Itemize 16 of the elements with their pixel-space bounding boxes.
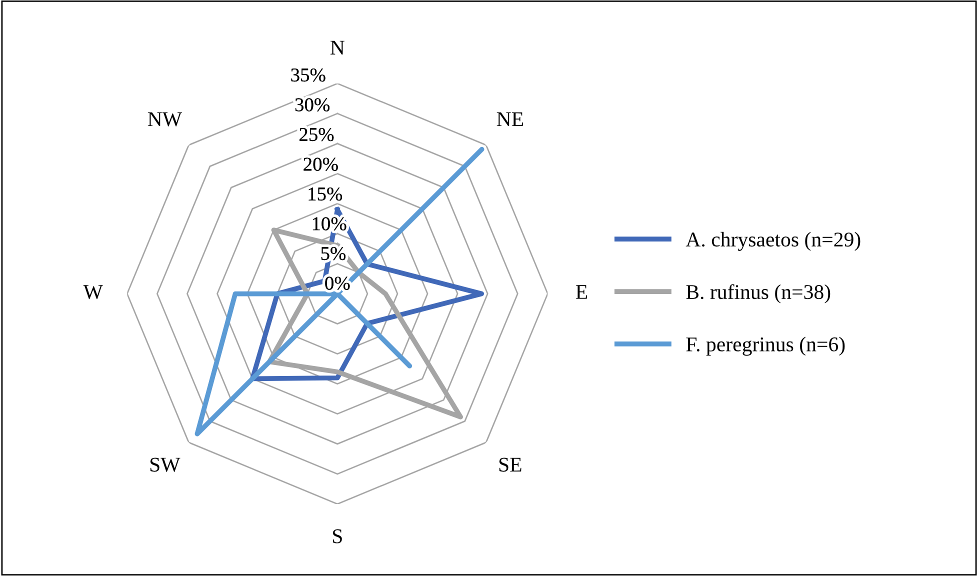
spoke-label: NW — [148, 112, 182, 126]
legend-label: B. rufinus (n=38) — [686, 284, 830, 304]
spoke-label: SW — [150, 458, 180, 472]
y-tick-label: 20% — [304, 158, 338, 171]
spoke-label: S — [333, 529, 342, 544]
legend-label: A. chrysaetos (n=29) — [686, 232, 860, 251]
y-tick-label: 30% — [295, 98, 330, 112]
spoke-label: NE — [496, 112, 524, 126]
legend-label: F. peregrinus (n=6) — [686, 336, 845, 356]
y-tick-label: 35% — [291, 68, 326, 82]
spoke-label: SE — [499, 458, 522, 472]
spoke-label: N — [330, 40, 344, 54]
spoke-label: E — [576, 285, 588, 299]
spoke-label: W — [83, 285, 103, 300]
y-tick-label: 25% — [300, 128, 334, 142]
y-tick-label: 15% — [308, 187, 342, 201]
